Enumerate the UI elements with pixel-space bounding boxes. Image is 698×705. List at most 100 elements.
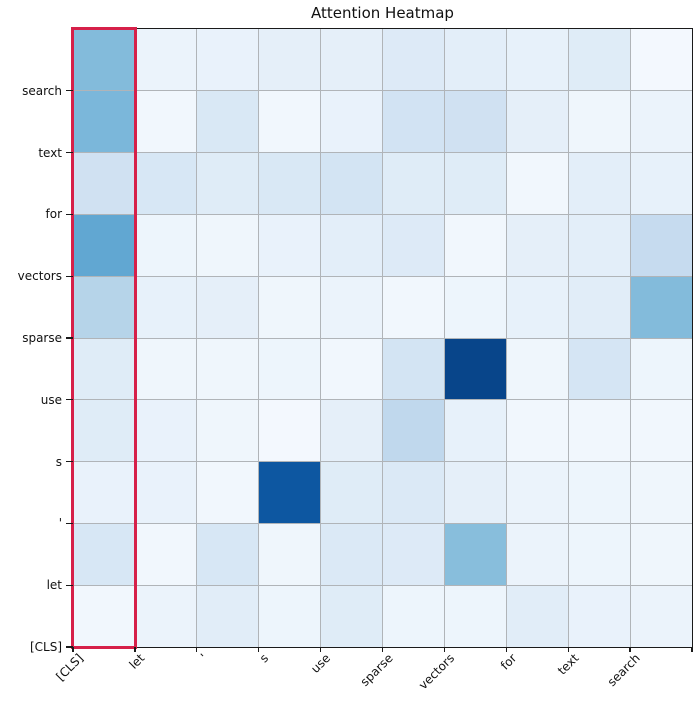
heatmap-cell [73, 400, 134, 462]
heatmap-cell [445, 586, 506, 647]
y-tick-mark [66, 399, 73, 401]
heatmap-cell [321, 90, 382, 152]
x-tick-label: vectors [416, 651, 458, 693]
heatmap-cell [383, 276, 444, 338]
heatmap-cell [569, 152, 630, 214]
y-tick-label: search [22, 83, 62, 98]
heatmap-cell [73, 214, 134, 276]
heatmap-cell [321, 276, 382, 338]
heatmap-cell [507, 400, 568, 462]
heatmap-cell [383, 338, 444, 400]
heatmap-cell [507, 524, 568, 586]
heatmap-cell [383, 586, 444, 647]
heatmap-cell [569, 524, 630, 586]
y-tick-mark [66, 646, 73, 648]
heatmap-cell [73, 276, 134, 338]
y-tick-label: text [38, 145, 62, 160]
x-tick-mark [72, 647, 74, 652]
heatmap-cell [197, 586, 258, 647]
heatmap-cell [383, 90, 444, 152]
heatmap-cell [259, 214, 320, 276]
heatmap-cell [259, 400, 320, 462]
y-tick-label: ' [58, 516, 62, 531]
heatmap-cell [259, 90, 320, 152]
heatmap-cell [569, 400, 630, 462]
heatmap-cell [197, 214, 258, 276]
heatmap-cell [445, 152, 506, 214]
x-tick-mark [319, 647, 322, 652]
heatmap-cell [445, 29, 506, 90]
y-tick-mark [66, 275, 73, 277]
chart-title: Attention Heatmap [311, 4, 454, 22]
heatmap-cell [445, 214, 506, 276]
heatmap-cell [197, 462, 258, 524]
heatmap-cell [321, 29, 382, 90]
x-tick-label: sparse [357, 651, 396, 690]
heatmap-cell [445, 524, 506, 586]
heatmap-cell [383, 400, 444, 462]
x-tick-mark [567, 647, 569, 652]
heatmap-cell [135, 586, 196, 647]
heatmap-cell [321, 214, 382, 276]
heatmap-cell [321, 152, 382, 214]
heatmap-cell [321, 462, 382, 524]
heatmap-cell [507, 90, 568, 152]
heatmap-cell [259, 152, 320, 214]
heatmap-cell [259, 462, 320, 524]
heatmap-cell [631, 29, 692, 90]
x-tick-label: let [127, 651, 148, 672]
x-tick-mark [629, 647, 631, 652]
heatmap-cell [507, 462, 568, 524]
x-tick-mark [505, 647, 507, 652]
heatmap-cell [569, 586, 630, 647]
heatmap-cell [259, 524, 320, 586]
heatmap-cell [569, 29, 630, 90]
heatmap-cell [135, 462, 196, 524]
heatmap-grid [73, 29, 692, 647]
heatmap-cell [197, 276, 258, 338]
x-tick-mark [443, 647, 446, 652]
heatmap-cell [507, 152, 568, 214]
heatmap-cell [631, 152, 692, 214]
heatmap-cell [73, 29, 134, 90]
heatmap-cell [135, 152, 196, 214]
heatmap-cell [445, 90, 506, 152]
heatmap-cell [259, 338, 320, 400]
y-tick-label: use [40, 392, 62, 407]
y-tick-mark [66, 337, 73, 339]
heatmap-cell [197, 152, 258, 214]
x-tick-label: text [554, 651, 582, 678]
heatmap-cell [73, 524, 134, 586]
x-tick-mark [134, 647, 136, 652]
heatmap-cell [507, 214, 568, 276]
heatmap-cell [631, 586, 692, 647]
heatmap-cell [73, 338, 134, 400]
heatmap-cell [507, 586, 568, 647]
heatmap-cell [631, 524, 692, 586]
heatmap-cell [631, 338, 692, 400]
heatmap-cell [631, 276, 692, 338]
heatmap-cell [321, 586, 382, 647]
y-tick-label: let [46, 578, 62, 593]
y-tick-label: sparse [22, 331, 62, 345]
x-tick-label: ' [197, 651, 210, 664]
heatmap-cell [259, 586, 320, 647]
y-tick-label: s [55, 454, 62, 469]
heatmap-cell [259, 276, 320, 338]
x-tick-label: use [308, 651, 334, 676]
heatmap-cell [383, 29, 444, 90]
heatmap-cell [445, 338, 506, 400]
heatmap-cell [631, 462, 692, 524]
heatmap-cell [569, 90, 630, 152]
y-tick-mark [66, 522, 73, 525]
heatmap-cell [73, 462, 134, 524]
heatmap-cell [321, 400, 382, 462]
y-tick-mark [66, 213, 73, 216]
heatmap-cell [259, 29, 320, 90]
y-tick-label: for [45, 207, 63, 222]
y-tick-mark [66, 151, 73, 154]
heatmap-cell [135, 276, 196, 338]
heatmap-cell [569, 338, 630, 400]
x-tick-mark [258, 647, 260, 652]
x-tick-mark [691, 647, 693, 652]
